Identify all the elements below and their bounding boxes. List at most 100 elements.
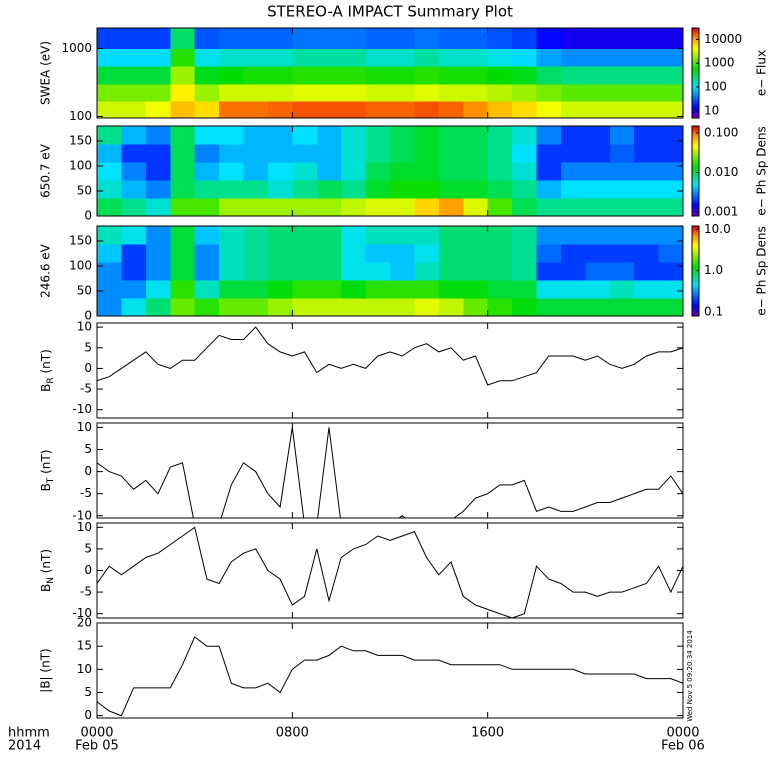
colorbar-step xyxy=(692,67,699,69)
heat-cell xyxy=(658,126,683,145)
heat-cell xyxy=(170,162,196,181)
heat-cell xyxy=(243,262,269,281)
heat-cell xyxy=(316,162,342,181)
heat-cell xyxy=(512,298,537,316)
colorbar-step xyxy=(692,172,699,175)
colorbar-step xyxy=(692,77,699,80)
heat-cell xyxy=(170,144,196,163)
colorbar-step xyxy=(692,187,699,190)
heat-cell xyxy=(634,280,660,299)
y-axis-label-part: (nT) xyxy=(39,349,53,377)
heat-cell xyxy=(560,280,586,299)
heat-cell xyxy=(365,162,391,181)
colorbar-step xyxy=(692,98,699,101)
corner-label: hhmm xyxy=(8,726,50,741)
heat-cell xyxy=(341,226,367,245)
heat-cell xyxy=(121,84,147,102)
heat-cell xyxy=(316,144,342,163)
heat-cell xyxy=(512,84,537,102)
heat-cell xyxy=(194,126,220,145)
colorbar-frame xyxy=(691,27,700,119)
heat-cell xyxy=(219,262,244,281)
heat-cell xyxy=(414,226,440,245)
colorbar-step xyxy=(692,290,699,293)
y-tick-label: -5 xyxy=(80,585,92,599)
colorbar-step xyxy=(692,245,699,248)
heat-cell xyxy=(634,48,660,67)
colorbar-tick-label: 0.1 xyxy=(704,304,723,318)
heat-cell xyxy=(512,180,537,199)
heat-cell xyxy=(97,100,122,118)
heat-cell xyxy=(634,244,660,263)
heat-cell xyxy=(341,144,367,163)
x-tick-label: 0000 xyxy=(666,726,699,741)
heat-cell xyxy=(341,198,367,216)
heat-cell xyxy=(487,100,513,118)
heat-cell xyxy=(560,66,586,85)
y-axis-label: BN (nT) xyxy=(39,549,56,592)
colorbar-tick-label: 0.100 xyxy=(704,125,738,139)
colorbar-step xyxy=(692,305,699,308)
colorbar-step xyxy=(692,204,699,206)
heat-cell xyxy=(438,280,464,299)
heat-cell xyxy=(97,66,122,85)
heat-cell xyxy=(585,84,611,102)
colorbar-step xyxy=(692,253,699,255)
colorbar-step xyxy=(692,193,699,196)
colorbar-step xyxy=(692,313,699,315)
heat-cell xyxy=(390,280,415,299)
data-line xyxy=(97,326,683,386)
colorbar-step xyxy=(692,156,699,158)
heat-cell xyxy=(316,244,342,263)
colorbar-step xyxy=(692,281,699,284)
heat-cell xyxy=(585,100,611,118)
colorbar-step xyxy=(692,251,699,254)
heat-cell xyxy=(316,262,342,281)
colorbar-step xyxy=(692,159,699,161)
y-tick-label: 5 xyxy=(84,685,92,699)
y-axis-label: SWEA (eV) xyxy=(39,41,53,105)
colorbar-step xyxy=(692,31,699,33)
colorbar-step xyxy=(692,136,699,139)
colorbar-step xyxy=(692,208,699,211)
colorbar-step xyxy=(692,266,699,269)
heat-cell xyxy=(121,144,147,163)
heat-cell xyxy=(243,48,269,67)
heat-cell xyxy=(341,48,367,67)
colorbar-step xyxy=(692,233,699,236)
colorbar-step xyxy=(692,80,699,83)
colorbar-step xyxy=(692,55,699,57)
colorbar-step xyxy=(692,38,699,41)
heat-cell xyxy=(292,144,318,163)
heat-cell xyxy=(463,226,489,245)
heat-cell xyxy=(121,48,147,67)
colorbar-step xyxy=(692,53,699,56)
y-tick-label: 0 xyxy=(84,209,92,223)
heat-cell xyxy=(585,126,611,145)
heat-cell xyxy=(292,48,318,67)
heat-cell xyxy=(243,126,269,145)
colorbar-step xyxy=(692,166,699,169)
colorbar-step xyxy=(692,239,699,242)
heat-cell xyxy=(267,48,293,67)
colorbar-step xyxy=(692,262,699,264)
colorbar-step xyxy=(692,83,699,86)
colorbar-step xyxy=(692,241,699,243)
heat-cell xyxy=(365,262,391,281)
heat-cell xyxy=(463,244,489,263)
panel-frame xyxy=(96,522,684,619)
colorbar-step xyxy=(692,47,699,50)
heat-cell xyxy=(560,180,586,199)
heat-cell xyxy=(316,48,342,67)
heat-cell xyxy=(390,100,415,118)
heat-cell xyxy=(219,84,244,102)
colorbar-step xyxy=(692,195,699,197)
heat-cell xyxy=(194,180,220,199)
heat-cell xyxy=(145,144,171,163)
heat-cell xyxy=(267,226,293,245)
heat-cell xyxy=(438,244,464,263)
heat-cell xyxy=(585,28,611,49)
heat-cell xyxy=(97,84,122,102)
colorbar-step xyxy=(692,133,699,136)
heat-cell xyxy=(267,180,293,199)
